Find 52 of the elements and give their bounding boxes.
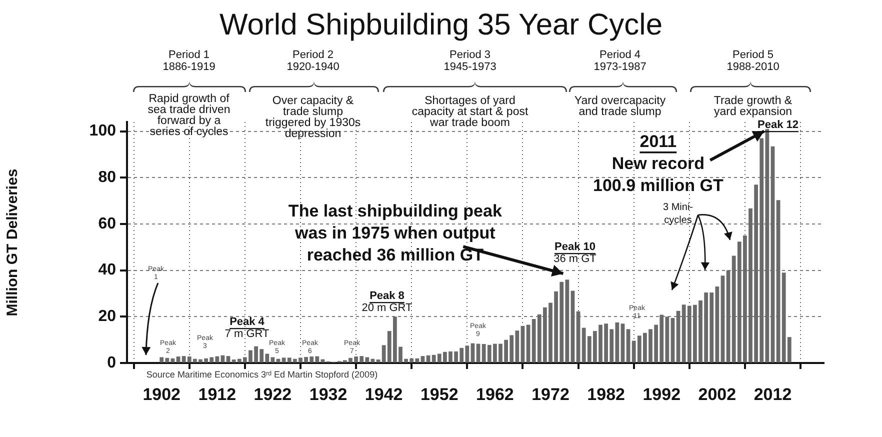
bar (670, 318, 675, 362)
bar (620, 324, 625, 362)
bar (770, 146, 775, 362)
y-tick-label: 20 (98, 308, 116, 326)
annotation: Peak 12 (758, 119, 798, 132)
text: Yard overcapacity and trade slump (574, 95, 666, 118)
y-tick-label: 100 (89, 122, 116, 140)
y-tick-label: 60 (98, 215, 116, 232)
annotation: 3 Mini- cycles (662, 202, 694, 226)
x-tick-label: 1982 (587, 384, 625, 404)
annotation: Rapid growth of sea trade driven forward by a series of cycles (148, 93, 230, 138)
text: Trade growth & yard expansion (714, 95, 792, 118)
y-tick-label: 40 (98, 262, 116, 279)
x-tick-label: 1932 (309, 384, 348, 404)
chart-title: World Shipbuilding 35 Year Cycle (219, 8, 663, 42)
text: Period 3 1945-1973 (444, 49, 496, 74)
x-tick-label: 1972 (532, 384, 570, 404)
y-tick-label: 0 (107, 354, 116, 372)
annotation: 2011 New record 100.9 million GT (592, 132, 724, 195)
bar (376, 360, 380, 362)
annotation: Peak 8 20 m GRT (362, 290, 413, 314)
text: Period 5 1988-2010 (726, 49, 780, 74)
bar (520, 326, 525, 362)
x-tick-label: 1912 (198, 384, 236, 404)
annotation: Peak 4 7 m GRT (224, 316, 270, 340)
y-axis-title: Million GT Deliveries (4, 168, 22, 316)
text: Period 1 1886-1919 (162, 49, 216, 74)
y-tick-label: 80 (98, 169, 116, 186)
text: Period 2 1920-1940 (286, 49, 340, 74)
bar (270, 357, 275, 362)
bar (676, 310, 680, 362)
bar (776, 200, 780, 362)
x-tick-label: 1942 (364, 384, 403, 404)
x-tick-label: 1962 (476, 384, 514, 404)
source-note: Source Maritime Economics 3ʳᵈ Ed Martin Stopford (2009) (146, 369, 378, 380)
x-tick-label: 1992 (642, 384, 681, 404)
annotation: Shortages of yard capacity at start & post war trade boom (412, 95, 529, 130)
x-tick-label: 1922 (254, 384, 292, 404)
x-tick-label: 2012 (754, 384, 792, 404)
bar (570, 290, 575, 362)
bar (726, 270, 730, 362)
annotation: Over capacity & trade slump triggered by 1930s depression (265, 95, 361, 140)
x-tick-label: 2002 (698, 384, 736, 404)
bar (226, 356, 230, 362)
bar (420, 356, 425, 362)
x-tick-label: 1952 (420, 384, 458, 404)
bar (720, 276, 725, 362)
text: Period 4 1973-1987 (594, 49, 646, 74)
bar (176, 356, 180, 362)
bar (626, 329, 630, 362)
annotation: Peak 10 36 m GT (554, 241, 597, 266)
x-tick-label: 1902 (142, 384, 181, 404)
